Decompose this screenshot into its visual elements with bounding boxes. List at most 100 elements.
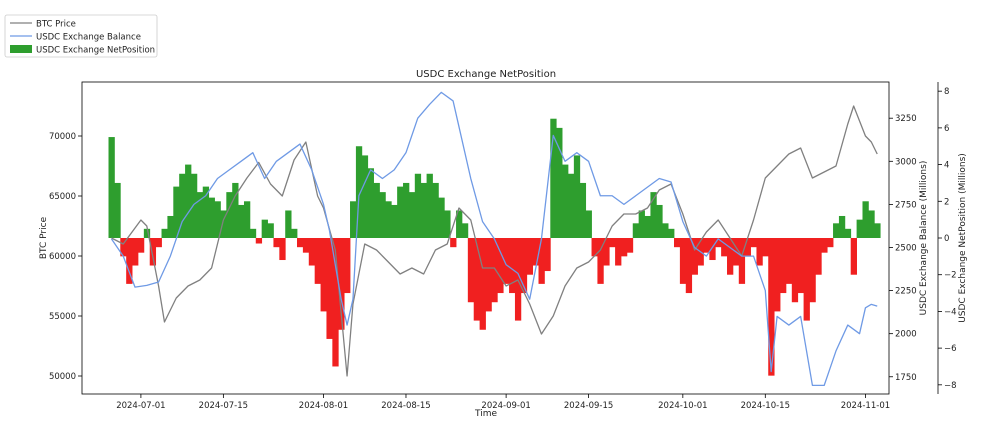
netposition-bar xyxy=(249,228,257,238)
netposition-bar xyxy=(833,223,840,238)
netposition-bar xyxy=(567,173,575,238)
netposition-bar xyxy=(426,173,433,238)
netposition-bar xyxy=(255,238,263,244)
netposition-bar xyxy=(450,238,457,248)
netposition-bar xyxy=(526,238,534,275)
y-right2-tick-label: −2 xyxy=(944,271,957,281)
netposition-bar xyxy=(662,223,669,238)
netposition-bar xyxy=(762,238,769,257)
netposition-bar xyxy=(226,192,233,238)
netposition-bar xyxy=(155,238,162,248)
netposition-bar xyxy=(473,238,481,321)
y-right2-tick-label: −8 xyxy=(944,381,957,391)
netposition-bar xyxy=(632,223,640,238)
netposition-bar xyxy=(137,238,145,253)
netposition-bar xyxy=(609,238,616,248)
netposition-bar xyxy=(479,238,486,330)
netposition-bar xyxy=(520,238,528,294)
y-right1-tick-label: 2750 xyxy=(895,200,917,210)
netposition-bar xyxy=(727,238,734,275)
netposition-bar xyxy=(785,238,793,284)
netposition-bar xyxy=(579,182,587,238)
netposition-bar xyxy=(261,219,268,238)
netposition-bar xyxy=(485,238,492,312)
legend-label-usdc-balance: USDC Exchange Balance xyxy=(36,33,141,43)
netposition-bar xyxy=(691,238,698,275)
netposition-bar xyxy=(797,238,804,294)
y-right1-tick-label: 3250 xyxy=(895,114,917,124)
netposition-bar xyxy=(173,186,180,238)
netposition-bar xyxy=(438,197,445,238)
netposition-bar xyxy=(202,186,210,238)
netposition-bar xyxy=(544,238,551,272)
netposition-bar xyxy=(432,182,439,238)
netposition-bar xyxy=(243,201,251,238)
x-tick-label: 2024-09-01 xyxy=(481,401,530,411)
netposition-bar xyxy=(185,164,192,238)
plot-frame xyxy=(81,81,890,395)
chart-legend: BTC Price USDC Exchange Balance USDC Exc… xyxy=(4,14,158,58)
netposition-bar xyxy=(538,238,545,284)
y-right2-tick-label: 2 xyxy=(944,197,949,207)
y-left-tick-label: 55000 xyxy=(49,312,76,322)
netposition-bar xyxy=(297,238,304,248)
netposition-bar xyxy=(373,182,380,238)
y-right1-tick-label: 1750 xyxy=(895,373,917,383)
y-right2-tick-label: 4 xyxy=(944,161,949,171)
netposition-bar xyxy=(573,155,581,238)
netposition-bar xyxy=(750,238,757,248)
netposition-bar xyxy=(214,201,221,238)
x-tick-label: 2024-11-01 xyxy=(841,401,890,411)
netposition-bar xyxy=(791,238,799,303)
netposition-bar xyxy=(756,238,763,266)
netposition-bar xyxy=(774,238,781,312)
y-axis-left-label: BTC Price xyxy=(39,216,49,259)
netposition-bar xyxy=(279,238,286,261)
netposition-bar xyxy=(326,238,333,339)
netposition-bar xyxy=(344,238,351,294)
netposition-bar xyxy=(532,238,539,266)
netposition-bar xyxy=(420,182,427,238)
netposition-bar xyxy=(809,238,816,303)
netposition-bar xyxy=(385,201,392,238)
legend-label-btc-price: BTC Price xyxy=(36,20,76,30)
netposition-bar xyxy=(780,238,787,294)
netposition-bar xyxy=(302,238,310,253)
netposition-bar xyxy=(408,192,416,238)
netposition-bar xyxy=(668,228,675,238)
y-right1-tick-label: 2000 xyxy=(895,330,917,340)
netposition-bar xyxy=(149,238,157,266)
y-axis-right-balance-label: USDC Exchange Balance (Millions) xyxy=(919,161,929,316)
netposition-bar xyxy=(514,238,522,321)
netposition-bar xyxy=(391,204,398,238)
netposition-bar xyxy=(597,238,604,284)
netposition-bar xyxy=(585,210,592,238)
netposition-bar xyxy=(650,192,657,238)
netposition-bar xyxy=(361,155,369,238)
netposition-bar xyxy=(320,238,327,312)
netposition-bar xyxy=(844,228,852,238)
x-tick-label: 2024-07-15 xyxy=(199,401,248,411)
netposition-bar xyxy=(143,228,151,238)
netposition-bar xyxy=(556,127,563,238)
y-left-tick-label: 65000 xyxy=(49,192,76,202)
netposition-bar xyxy=(679,238,687,284)
netposition-bar xyxy=(603,238,610,266)
netposition-bar xyxy=(497,238,504,294)
netposition-bar xyxy=(838,215,846,238)
netposition-bar xyxy=(291,228,298,238)
netposition-bar xyxy=(685,238,693,294)
netposition-bar xyxy=(196,192,204,238)
netposition-bar xyxy=(874,223,881,238)
netposition-bar xyxy=(332,238,339,367)
netposition-bar xyxy=(620,238,628,257)
netposition-bar xyxy=(562,164,569,238)
netposition-bar xyxy=(744,238,751,257)
netposition-bar xyxy=(644,215,651,238)
netposition-bar xyxy=(591,238,598,257)
netposition-bar xyxy=(709,238,716,261)
netposition-bar xyxy=(850,238,857,275)
netposition-bar xyxy=(114,182,121,238)
